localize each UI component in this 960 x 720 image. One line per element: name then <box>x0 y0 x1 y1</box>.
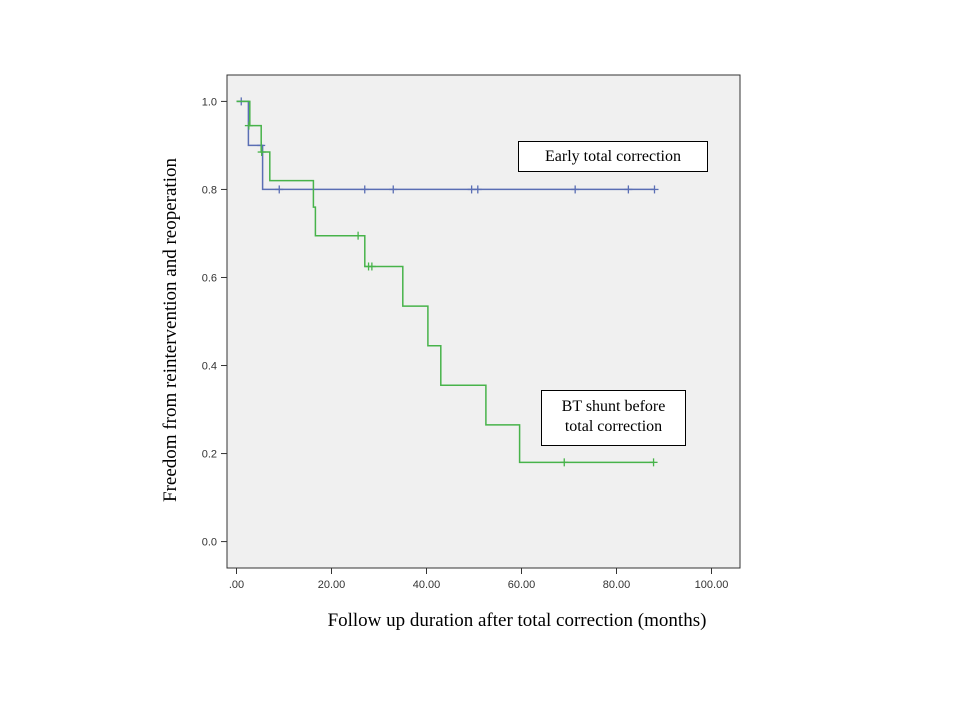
bt-shunt-censor-mark <box>560 458 569 467</box>
early-correction-censor-mark <box>360 185 369 194</box>
early-correction-censor-mark <box>473 185 482 194</box>
x-tick-label: 40.00 <box>413 579 441 591</box>
x-tick-label: 60.00 <box>508 579 536 591</box>
axes: .00 20.00 40.00 60.00 80.00 100.00 0.0 0.2 0.4 0.… <box>202 96 729 591</box>
x-tick-label: 100.00 <box>695 579 729 591</box>
bt-shunt-censor-mark <box>354 231 363 240</box>
y-tick-label: 0.2 <box>202 449 217 461</box>
y-tick-label: 1.0 <box>202 96 217 108</box>
x-axis-title: Follow up duration after total correctio… <box>328 610 707 631</box>
early-correction-censor-mark <box>650 185 659 194</box>
bt-shunt-censor-mark <box>257 148 266 157</box>
series-layer <box>236 97 659 467</box>
y-tick-label: 0.0 <box>202 537 217 549</box>
bt-shunt-label-line1: BT shunt before <box>561 398 666 415</box>
early-correction-censor-mark <box>275 185 284 194</box>
early-correction-censor-mark <box>389 185 398 194</box>
bt-shunt-censor-mark <box>649 458 658 467</box>
bt-shunt-survival-line <box>236 100 655 464</box>
early-correction-censor-mark <box>571 185 580 194</box>
x-tick-label: .00 <box>229 579 244 591</box>
y-tick-label: 0.4 <box>202 361 217 373</box>
bt-shunt-label-line2: total correction <box>564 418 663 435</box>
early-correction-label-text: Early total correction <box>545 148 681 165</box>
x-tick-label: 80.00 <box>603 579 631 591</box>
bt-shunt-label: BT shunt before total correction <box>541 390 686 446</box>
y-axis-title: Freedom from reintervention and reoperat… <box>160 158 181 502</box>
y-tick-label: 0.8 <box>202 184 217 196</box>
y-tick-label: 0.6 <box>202 272 217 284</box>
early-correction-censor-mark <box>624 185 633 194</box>
bt-shunt-censor-mark <box>244 121 253 130</box>
x-tick-label: 20.00 <box>318 579 346 591</box>
early-correction-label: Early total correction <box>518 141 708 172</box>
bt-shunt-censor-mark <box>367 262 376 271</box>
